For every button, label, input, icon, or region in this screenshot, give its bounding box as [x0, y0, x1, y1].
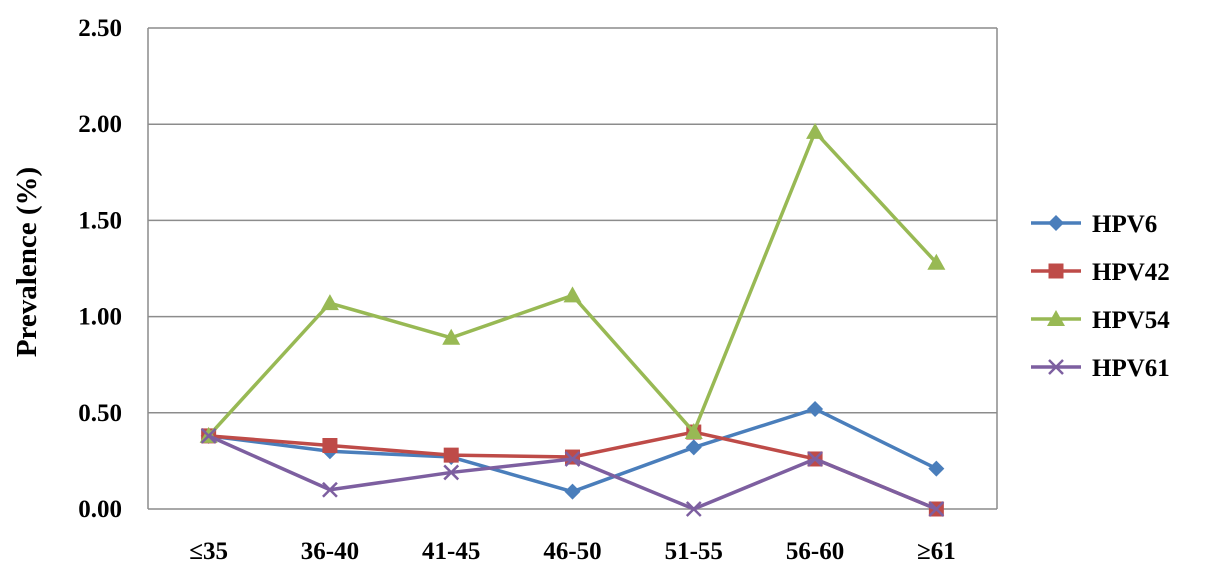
legend: HPV6 HPV42 HPV54 HPV61 — [1031, 211, 1170, 382]
data-point — [322, 481, 338, 498]
x-tick-label: ≤35 — [189, 538, 228, 565]
legend-label: HPV61 — [1092, 355, 1170, 382]
legend-marker — [1047, 310, 1065, 326]
x-tick-label: 51-55 — [665, 538, 723, 565]
data-point — [564, 451, 581, 467]
data-point — [807, 451, 823, 467]
data-point — [443, 464, 460, 481]
y-tick-label: 1.50 — [78, 207, 122, 234]
legend-label: HPV54 — [1092, 307, 1170, 334]
data-point — [807, 400, 824, 417]
legend-item-hpv6: HPV6 — [1031, 211, 1157, 238]
data-point — [928, 460, 945, 477]
series-hpv54 — [199, 122, 946, 443]
x-tick-label: 56-60 — [786, 538, 844, 565]
series-hpv61 — [200, 428, 945, 517]
legend-marker — [1048, 359, 1064, 375]
legend-item-hpv42: HPV42 — [1031, 259, 1170, 286]
x-tick-label: 46-50 — [543, 538, 601, 565]
y-tick-label: 0.50 — [78, 400, 122, 427]
x-tick-label: ≥61 — [917, 538, 956, 565]
legend-marker — [1048, 215, 1064, 231]
x-tick-label: 36-40 — [301, 538, 359, 565]
data-point — [442, 328, 461, 345]
x-tick-label: 41-45 — [422, 538, 480, 565]
y-tick-label: 2.00 — [78, 111, 122, 138]
data-point — [927, 253, 946, 270]
y-tick-label: 1.00 — [78, 304, 122, 331]
legend-label: HPV6 — [1092, 211, 1157, 238]
legend-item-hpv54: HPV54 — [1031, 307, 1170, 334]
data-point — [322, 438, 338, 454]
grid-lines — [147, 27, 998, 510]
legend-item-hpv61: HPV61 — [1031, 355, 1170, 382]
data-point — [564, 483, 581, 500]
data-point — [806, 122, 825, 139]
data-point — [928, 501, 945, 517]
data-point — [563, 286, 582, 303]
legend-marker — [1048, 263, 1064, 279]
series-lines — [199, 122, 946, 517]
data-point — [685, 501, 702, 517]
data-point — [200, 428, 217, 444]
data-point — [684, 423, 703, 440]
y-tick-label: 2.50 — [78, 15, 122, 42]
data-point — [685, 439, 702, 456]
y-tick-label: 0.00 — [78, 496, 122, 523]
data-point — [320, 294, 339, 311]
x-axis-ticks: ≤35 36-40 41-45 46-50 51-55 56-60 ≥61 — [189, 538, 955, 565]
legend-label: HPV42 — [1092, 259, 1170, 286]
y-axis-title: Prevalence (%) — [11, 167, 43, 357]
y-axis-ticks: 0.00 0.50 1.00 1.50 2.00 2.50 — [78, 15, 122, 523]
data-point — [443, 447, 459, 463]
series-hpv42 — [201, 424, 944, 517]
series-line — [207, 130, 938, 438]
